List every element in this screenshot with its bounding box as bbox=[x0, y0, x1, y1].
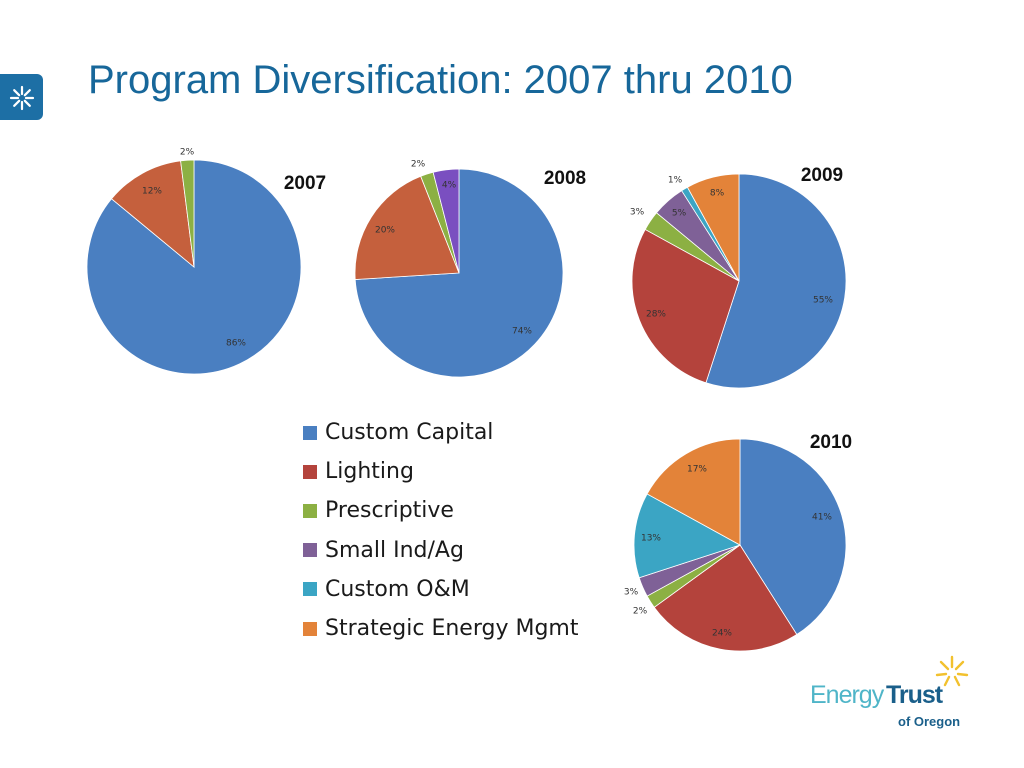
pie-slice-strategic-energy-mgmt bbox=[646, 438, 741, 546]
pie-slice-lighting bbox=[653, 544, 798, 652]
pie-chart-2009: 55% 28% 3% 5% 1% 8% 2009 bbox=[630, 165, 847, 389]
data-label: 8% bbox=[710, 189, 725, 199]
pie-slice-small-ind-ag bbox=[432, 168, 460, 274]
legend-item-strategic-energy-mgmt: Strategic Energy Mgmt bbox=[303, 609, 593, 648]
legend-label: Prescriptive bbox=[325, 498, 454, 524]
pie-chart-2008: 74% 20% 2% 4% 2008 bbox=[354, 160, 586, 378]
legend: Custom Capital Lighting Prescriptive Sma… bbox=[303, 413, 593, 648]
chart-title: 2008 bbox=[544, 168, 586, 189]
logo-tagline: of Oregon bbox=[898, 714, 961, 729]
data-label: 2% bbox=[411, 160, 426, 170]
pie-chart-2007: 86% 12% 2% 2007 bbox=[86, 148, 326, 375]
pie-chart-2010: 41% 24% 2% 3% 13% 17% 2010 bbox=[624, 432, 852, 652]
legend-item-custom-capital: Custom Capital bbox=[303, 413, 593, 452]
data-label: 2% bbox=[633, 607, 648, 617]
legend-label: Strategic Energy Mgmt bbox=[325, 616, 579, 642]
legend-label: Small Ind/Ag bbox=[325, 537, 464, 563]
chart-title: 2010 bbox=[810, 432, 852, 453]
legend-label: Lighting bbox=[325, 459, 414, 485]
data-label: 86% bbox=[226, 339, 246, 349]
legend-swatch bbox=[303, 425, 317, 440]
data-label: 12% bbox=[142, 187, 162, 197]
energy-trust-logo: Energy Trust of Oregon bbox=[806, 655, 976, 735]
chart-title: 2007 bbox=[284, 173, 326, 194]
data-label: 20% bbox=[375, 226, 395, 236]
legend-label: Custom Capital bbox=[325, 420, 494, 446]
data-label: 3% bbox=[624, 588, 639, 598]
legend-item-prescriptive: Prescriptive bbox=[303, 491, 593, 530]
data-label: 17% bbox=[687, 465, 707, 475]
side-logo-badge bbox=[0, 74, 43, 120]
data-label: 13% bbox=[641, 534, 661, 544]
data-label: 55% bbox=[813, 296, 833, 306]
pie-slice-lighting bbox=[110, 160, 195, 268]
pie-slice-custom-om bbox=[633, 493, 742, 579]
pie-slice-lighting bbox=[354, 175, 460, 280]
legend-swatch bbox=[303, 543, 317, 558]
logo-word-energy: Energy bbox=[810, 681, 884, 709]
legend-swatch bbox=[303, 621, 317, 636]
data-label: 28% bbox=[646, 310, 666, 320]
data-label: 5% bbox=[672, 209, 687, 219]
data-label: 3% bbox=[630, 208, 645, 218]
starburst-icon bbox=[9, 85, 35, 111]
legend-swatch bbox=[303, 464, 317, 479]
legend-label: Custom O&M bbox=[325, 576, 470, 602]
pie-slice-prescriptive bbox=[180, 159, 195, 268]
logo-word-trust: Trust bbox=[886, 681, 943, 709]
chart-title: 2009 bbox=[801, 165, 843, 186]
data-label: 4% bbox=[442, 181, 457, 191]
data-label: 74% bbox=[512, 327, 532, 337]
legend-item-small-ind-ag: Small Ind/Ag bbox=[303, 531, 593, 570]
data-label: 41% bbox=[812, 513, 832, 523]
legend-swatch bbox=[303, 503, 317, 518]
page-title: Program Diversification: 2007 thru 2010 bbox=[88, 58, 793, 102]
pie-slice-lighting bbox=[631, 228, 740, 384]
pie-slice-custom-capital bbox=[739, 438, 847, 636]
data-label: 24% bbox=[712, 629, 732, 639]
data-label: 1% bbox=[668, 176, 683, 186]
pie-slice-custom-capital bbox=[705, 173, 847, 389]
legend-item-lighting: Lighting bbox=[303, 452, 593, 491]
pie-slice-strategic-energy-mgmt bbox=[686, 173, 740, 282]
sun-icon bbox=[935, 655, 969, 687]
data-label: 2% bbox=[180, 148, 195, 158]
legend-item-custom-om: Custom O&M bbox=[303, 570, 593, 609]
legend-swatch bbox=[303, 582, 317, 597]
